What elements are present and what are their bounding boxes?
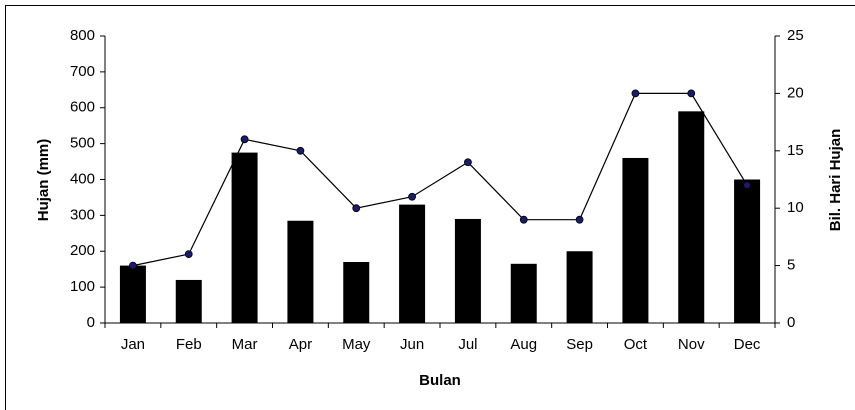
y2-tick-label: 5 [787, 257, 795, 274]
bar [399, 204, 426, 323]
x-axis-title: Bulan [419, 372, 461, 389]
bar [454, 218, 481, 323]
x-tick-label: Jun [400, 336, 424, 353]
line-marker [743, 181, 751, 190]
line-marker [129, 261, 137, 270]
y2-tick-label: 25 [787, 27, 804, 44]
x-tick-label: Sep [566, 336, 593, 353]
x-tick-label: Mar [232, 336, 258, 353]
bar [231, 152, 258, 323]
line-marker [184, 250, 193, 259]
y-tick-label: 400 [70, 170, 95, 187]
x-tick-label: Apr [289, 336, 312, 353]
chart-frame [5, 5, 855, 410]
line-marker [519, 215, 528, 224]
line-marker [575, 215, 584, 224]
line-marker [296, 146, 305, 155]
y-tick-label: 600 [70, 99, 95, 116]
x-tick-label: May [342, 336, 371, 353]
x-tick-label: Jan [121, 336, 145, 353]
y2-tick-label: 0 [787, 314, 795, 331]
bar [510, 263, 537, 323]
line [132, 92, 748, 267]
y2-tick-label: 20 [787, 84, 804, 101]
x-tick-label: Aug [510, 336, 537, 353]
y-axis-title: Hujan (mm) [35, 139, 52, 222]
y-tick-label: 500 [70, 135, 95, 152]
bar [622, 157, 649, 323]
x-tick-label: Dec [734, 336, 761, 353]
x-tick-label: Jul [458, 336, 477, 353]
y2-tick-label: 10 [787, 199, 804, 216]
y-tick-label: 100 [70, 278, 95, 295]
x-tick-label: Feb [176, 336, 202, 353]
line-marker [631, 89, 640, 98]
x-tick-label: Nov [678, 336, 705, 353]
line-marker [687, 89, 696, 98]
bar [566, 251, 593, 323]
bar [734, 179, 761, 323]
bar [287, 220, 314, 323]
y-tick-label: 200 [70, 242, 95, 259]
bar [175, 279, 202, 323]
bar [678, 111, 705, 324]
line-marker [240, 135, 249, 144]
x-tick-label: Oct [624, 336, 648, 353]
y-tick-label: 0 [87, 314, 95, 331]
y-tick-label: 800 [70, 27, 95, 44]
bar [119, 265, 146, 323]
y-tick-label: 700 [70, 63, 95, 80]
y2-tick-label: 15 [787, 142, 804, 159]
line-marker [352, 204, 361, 213]
line-marker [408, 192, 416, 201]
y2-axis-title: Bil. Hari Hujan [827, 129, 844, 232]
y-tick-label: 300 [70, 206, 95, 223]
line-marker [464, 158, 472, 167]
bar [343, 262, 370, 323]
